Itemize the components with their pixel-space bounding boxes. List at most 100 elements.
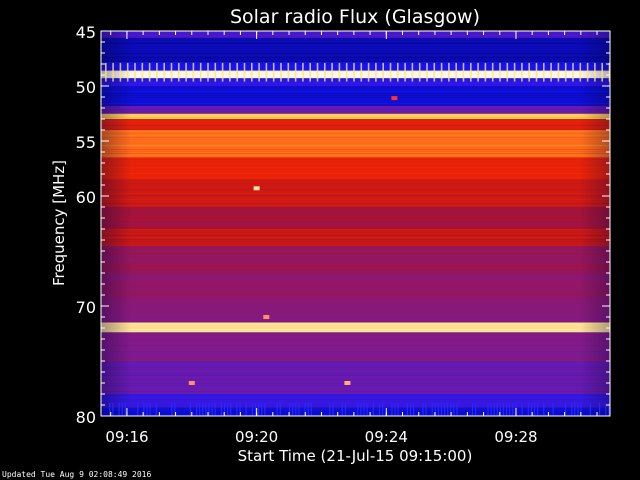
low-band-speckle [332, 402, 334, 416]
low-band-speckle [453, 402, 455, 416]
burst-spot [188, 381, 195, 385]
plot-frame [100, 30, 611, 417]
x-tick-label: 09:16 [105, 428, 148, 446]
low-band-speckle [422, 402, 424, 416]
low-band-speckle [502, 402, 505, 416]
low-band-speckle [391, 402, 393, 416]
low-band-speckle [537, 402, 539, 416]
low-band-speckle [589, 402, 591, 416]
periodic-interference [426, 62, 428, 82]
y-tick-label: 70 [76, 298, 96, 317]
low-band-speckle [245, 402, 247, 416]
periodic-interference [564, 62, 567, 82]
periodic-interference [601, 62, 603, 82]
periodic-interference [418, 62, 421, 82]
low-band-speckle [189, 402, 191, 416]
low-band-speckle [394, 402, 396, 416]
low-band-speckle [118, 402, 120, 416]
y-tick-label: 80 [76, 408, 96, 427]
low-band-speckle [137, 402, 139, 416]
periodic-interference [251, 62, 253, 82]
low-band-speckle [366, 402, 368, 416]
low-band-speckle [357, 402, 359, 416]
low-band-speckle [230, 402, 232, 416]
periodic-interference [112, 62, 114, 82]
low-band-speckle [437, 402, 439, 416]
low-band-speckle [372, 402, 374, 416]
low-band-speckle [499, 402, 501, 416]
low-band-speckle [208, 402, 210, 416]
low-band-speckle [471, 402, 474, 416]
periodic-interference [338, 62, 341, 82]
low-band-speckle [298, 402, 300, 416]
periodic-interference [389, 62, 392, 82]
low-band-speckle [289, 402, 291, 416]
low-band-speckle [360, 402, 362, 416]
periodic-interference [448, 62, 450, 82]
low-band-speckle [254, 402, 257, 416]
burst-spot [344, 381, 351, 385]
y-tick-label: 60 [76, 188, 96, 207]
periodic-interference [243, 62, 246, 82]
low-band-speckle [307, 402, 309, 416]
periodic-interference [156, 62, 158, 82]
periodic-interference [572, 62, 574, 82]
periodic-interference [360, 62, 363, 82]
periodic-interference [280, 62, 282, 82]
low-band-speckle [196, 402, 198, 416]
low-band-speckle [295, 402, 297, 416]
low-band-speckle [509, 402, 511, 416]
low-band-speckle [223, 402, 226, 416]
chart-title: Solar radio Flux (Glasgow) [230, 6, 480, 28]
low-band-speckle [363, 402, 365, 416]
low-band-speckle [112, 402, 114, 416]
x-tick-label: 09:24 [365, 428, 408, 446]
low-band-speckle [475, 402, 477, 416]
periodic-interference [521, 62, 523, 82]
low-band-speckle [496, 402, 498, 416]
low-band-speckle [143, 402, 145, 416]
x-axis-label: Start Time (21-Jul-15 09:15:00) [238, 447, 473, 465]
periodic-interference [594, 62, 596, 82]
low-band-speckle [310, 402, 312, 416]
periodic-interference [272, 62, 275, 82]
low-band-speckle [205, 402, 207, 416]
periodic-interference [462, 62, 465, 82]
updated-timestamp: Updated Tue Aug 9 02:08:49 2016 [2, 470, 152, 479]
periodic-interference [265, 62, 268, 82]
y-tick-label: 45 [76, 23, 96, 42]
low-band-speckle [512, 402, 514, 416]
low-band-speckle [413, 402, 415, 416]
low-band-speckle [155, 402, 157, 416]
low-band-speckle [543, 402, 545, 416]
periodic-interference [455, 62, 457, 82]
periodic-interference [499, 62, 501, 82]
low-band-speckle [530, 402, 532, 416]
y-axis: 45 50 55 60 70 80 [76, 23, 610, 427]
periodic-interference [470, 62, 472, 82]
periodic-interference [134, 62, 136, 82]
low-band-speckle [202, 402, 204, 416]
periodic-interference [324, 62, 326, 82]
periodic-interference [141, 62, 144, 82]
periodic-interference [491, 62, 494, 82]
low-band-speckle [440, 402, 443, 416]
low-band-speckle [174, 402, 176, 416]
low-band-speckle [199, 402, 201, 416]
periodic-interference [484, 62, 487, 82]
low-band-speckle [552, 402, 554, 416]
periodic-interference [397, 62, 399, 82]
x-tick-label: 09:20 [235, 428, 278, 446]
periodic-interference [331, 62, 333, 82]
periodic-interference [207, 62, 209, 82]
low-band-speckle [239, 402, 241, 416]
periodic-interference [404, 62, 406, 82]
low-band-speckle [378, 402, 381, 416]
periodic-interference [367, 62, 370, 82]
low-band-speckle [220, 402, 222, 416]
low-band-speckle [533, 402, 536, 416]
low-band-speckle [450, 402, 452, 416]
low-band-speckle [605, 402, 607, 416]
periodic-interference [163, 62, 165, 82]
